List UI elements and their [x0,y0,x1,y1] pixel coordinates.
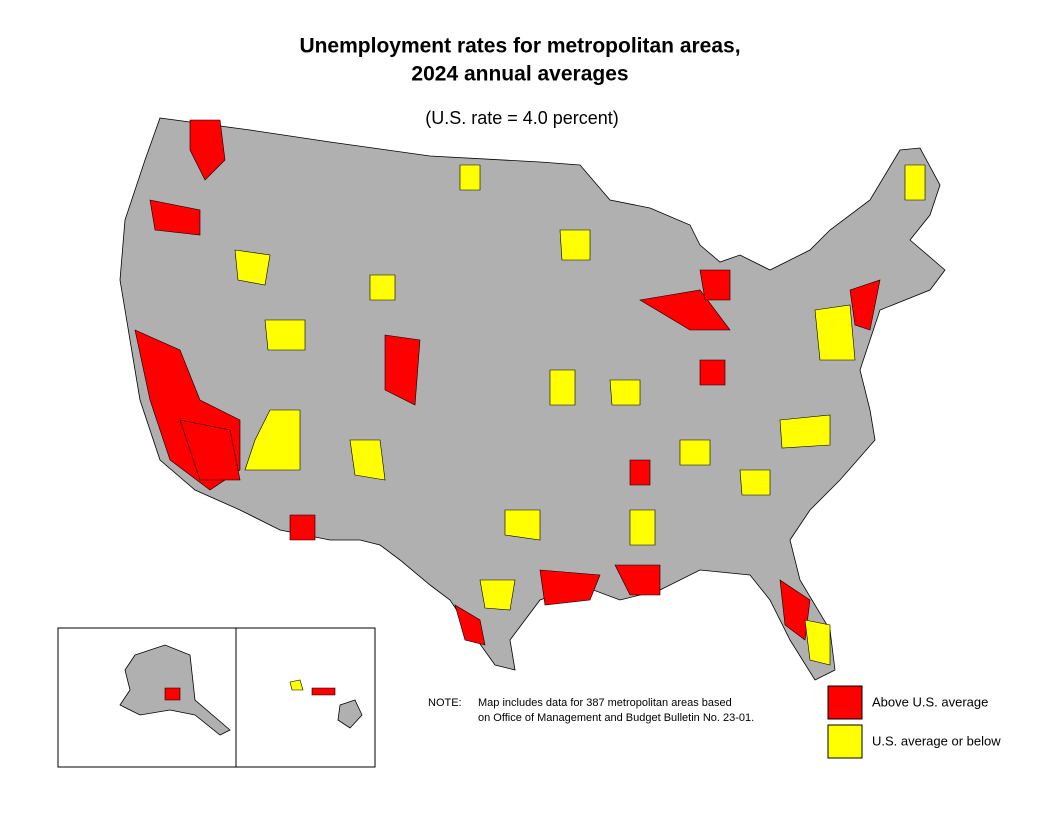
legend-label: U.S. average or below [872,733,1001,748]
metro-area [539,569,601,606]
metro-area [699,269,731,301]
legend-swatch [827,724,863,759]
legend-swatch [827,685,863,720]
metro-area [679,439,711,466]
metro-area [369,274,396,301]
metro-area [311,687,336,696]
metro-area [549,369,576,406]
legend: Above U.S. average U.S. average or below [827,685,1001,759]
metro-area [189,119,226,181]
hawaii [337,699,363,729]
metro-area [149,199,201,236]
metro-area [234,249,271,286]
metro-area [779,414,831,449]
metro-area [459,164,481,191]
metro-area [804,619,831,666]
metro-area [849,279,881,331]
metro-areas [134,119,926,666]
subtitle: (U.S. rate = 4.0 percent) [425,108,619,128]
us-mainland [119,117,946,681]
insets [57,627,376,768]
metro-area [384,334,421,406]
note-line: on Office of Management and Budget Bulle… [478,712,754,724]
metro-area [264,319,306,351]
metro-area [454,604,486,646]
metro-area [244,409,301,471]
note-line: Map includes data for 387 metropolitan a… [478,697,732,709]
metro-area [699,359,726,386]
metro-area [164,687,181,701]
metro-area [479,579,516,611]
metro-area [614,564,661,596]
metro-area [179,419,241,481]
legend-label: Above U.S. average [872,694,988,709]
inset-frame [57,627,376,768]
metro-area [349,439,386,481]
metro-area [559,229,591,261]
metro-area [629,459,651,486]
metro-area [904,164,926,201]
title-line: 2024 annual averages [411,63,628,86]
metro-area [289,679,304,691]
metro-area [504,509,541,541]
note-label: NOTE: [428,697,462,709]
metro-area [814,304,856,361]
metro-area [629,509,656,546]
metro-area [289,514,316,541]
metro-area [779,579,811,641]
title-line: Unemployment rates for metropolitan area… [299,35,740,58]
map [119,117,946,681]
metro-area [739,469,771,496]
metro-area [609,379,641,406]
